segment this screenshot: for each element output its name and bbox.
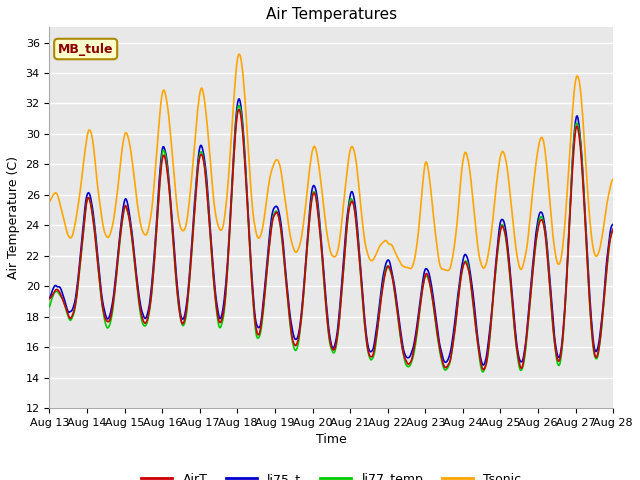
Legend: AirT, li75_t, li77_temp, Tsonic: AirT, li75_t, li77_temp, Tsonic (136, 468, 527, 480)
Text: MB_tule: MB_tule (58, 43, 113, 56)
Y-axis label: Air Temperature (C): Air Temperature (C) (7, 156, 20, 279)
Title: Air Temperatures: Air Temperatures (266, 7, 397, 22)
X-axis label: Time: Time (316, 433, 347, 446)
